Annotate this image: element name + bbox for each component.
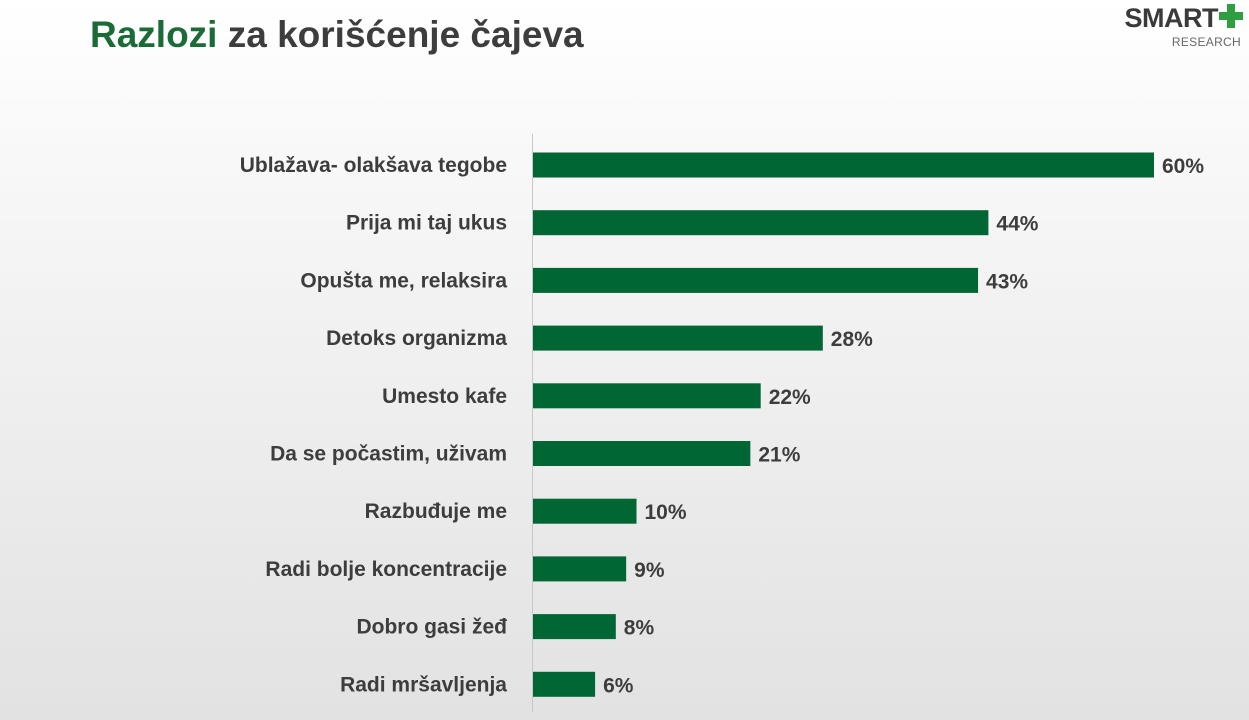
value-label: 10% — [645, 501, 687, 524]
category-label: Da se počastim, uživam — [270, 443, 507, 466]
bar — [533, 498, 637, 524]
bar — [533, 383, 761, 409]
bar — [533, 614, 616, 640]
bar — [533, 671, 596, 697]
bar — [533, 441, 751, 466]
page-title: Razlozi za korišćenje čajeva — [90, 14, 584, 56]
bar — [533, 325, 823, 351]
value-label: 22% — [769, 386, 811, 409]
category-label: Ublažava- olakšava tegobe — [240, 154, 507, 177]
bar — [533, 210, 989, 236]
value-label: 28% — [831, 328, 873, 351]
category-label: Radi bolje koncentracije — [265, 558, 507, 581]
logo-text: SMART — [1124, 3, 1219, 33]
category-label: Opušta me, relaksira — [300, 269, 507, 292]
category-label: Prija mi taj ukus — [346, 212, 507, 235]
bar — [533, 267, 979, 293]
value-label: 6% — [603, 674, 634, 697]
value-label: 60% — [1162, 155, 1204, 178]
plus-icon — [1219, 4, 1243, 33]
title-accent: Razlozi — [90, 14, 218, 55]
category-label: Umesto kafe — [382, 385, 507, 408]
bar — [533, 556, 627, 582]
bar — [533, 152, 1154, 178]
value-label: 44% — [996, 213, 1038, 236]
value-label: 21% — [758, 444, 800, 467]
category-label: Dobro gasi žeđ — [356, 616, 507, 639]
logo-subtitle: RESEARCH — [1171, 35, 1241, 49]
category-label: Detoks organizma — [326, 327, 507, 350]
value-label: 9% — [634, 559, 665, 582]
value-label: 43% — [986, 270, 1028, 293]
smart-research-logo: SMART RESEARCH — [1124, 3, 1243, 49]
category-label: Radi mršavljenja — [340, 673, 507, 696]
title-rest: za korišćenje čajeva — [217, 14, 584, 55]
value-label: 8% — [624, 617, 655, 640]
category-label: Razbuđuje me — [365, 500, 507, 523]
